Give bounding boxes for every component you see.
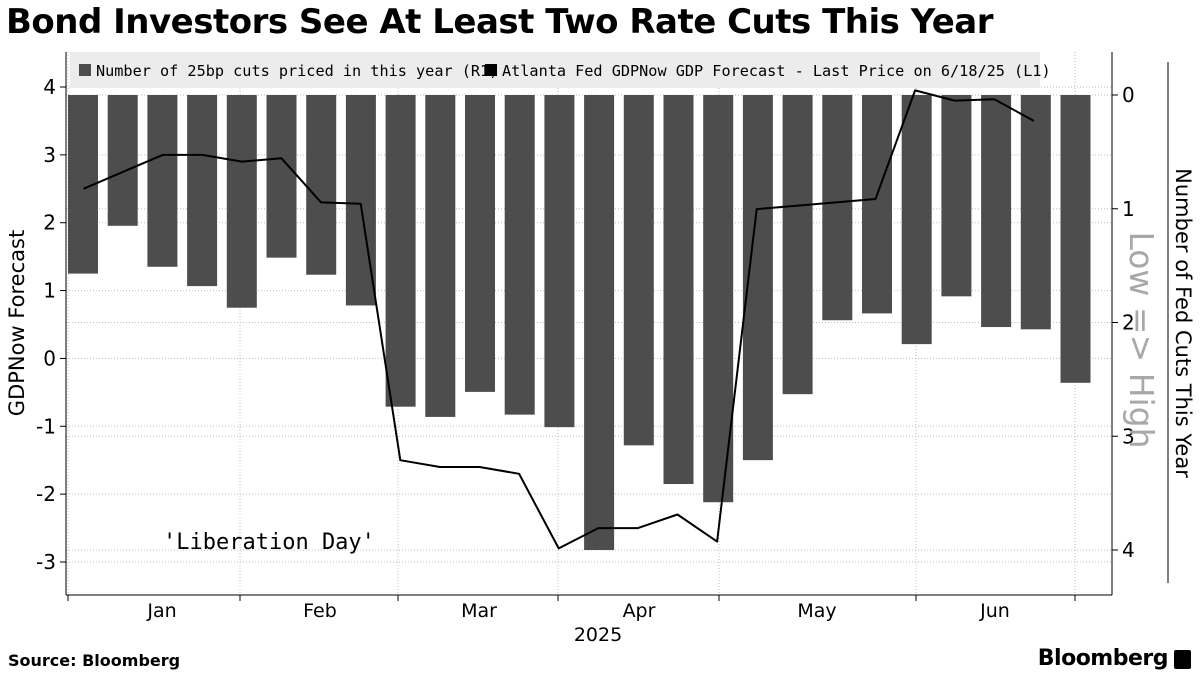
y-axis-right-title: Number of Fed Cuts This Year	[1171, 168, 1195, 478]
left-tick-label: 0	[43, 346, 56, 370]
bar	[266, 95, 297, 258]
right-tick-label: 1	[1122, 197, 1135, 221]
text-layer: GDPNow Forecast Number of Fed Cuts This Y…	[5, 168, 1195, 555]
bar	[504, 95, 535, 415]
right-tick-label: 4	[1122, 538, 1135, 562]
axes-layer: 4 3 2 1 0 -1 -2 -3 0 1 2 3 4 Jan Feb Mar Apr May Jun 2025	[36, 52, 1169, 646]
right-axis-note: Low => High	[1122, 231, 1161, 448]
legend-background	[70, 52, 1040, 88]
bar	[981, 95, 1012, 328]
left-tick-label: 2	[43, 211, 56, 235]
left-tick-label: -3	[36, 550, 56, 574]
chart-title: Bond Investors See At Least Two Rate Cut…	[6, 2, 993, 42]
bar	[663, 95, 694, 485]
y-axis-left-title: GDPNow Forecast	[5, 230, 29, 416]
bar	[1020, 95, 1051, 330]
bar	[107, 95, 138, 226]
x-year-label: 2025	[574, 624, 622, 646]
legend-label: Number of 25bp cuts priced in this year …	[96, 62, 498, 80]
left-tick-label: 1	[43, 279, 56, 303]
bar	[862, 95, 892, 314]
bloomberg-logo-icon	[1174, 650, 1191, 669]
bar	[306, 95, 337, 275]
left-tick-label: -2	[36, 482, 56, 506]
bar	[742, 95, 773, 461]
left-tick-label: 3	[43, 143, 56, 167]
bar	[584, 95, 615, 550]
x-tick-label: Mar	[461, 600, 497, 622]
legend: Number of 25bp cuts priced in this year …	[70, 52, 1051, 88]
bar	[941, 95, 972, 297]
bar	[782, 95, 813, 395]
bar	[1060, 95, 1091, 383]
bar	[187, 95, 218, 287]
line-layer	[83, 89, 1035, 550]
right-tick-label: 2	[1122, 311, 1135, 335]
legend-swatch-bar	[79, 64, 91, 76]
bloomberg-logo: Bloomberg	[1037, 646, 1169, 671]
legend-label: Atlanta Fed GDPNow GDP Forecast - Last P…	[502, 62, 1051, 80]
left-tick-label: -1	[36, 414, 56, 438]
x-tick-label: Feb	[303, 600, 337, 622]
x-tick-label: Apr	[623, 600, 656, 622]
bar	[226, 95, 257, 308]
bar	[385, 95, 416, 407]
left-tick-label: 4	[43, 75, 56, 99]
x-tick-label: Jun	[979, 600, 1010, 622]
bar	[425, 95, 456, 417]
bar	[465, 95, 495, 392]
bar	[623, 95, 654, 446]
bar	[544, 95, 575, 428]
bar	[901, 95, 932, 345]
bar	[147, 95, 178, 267]
bar	[822, 95, 853, 321]
legend-swatch-line	[485, 64, 497, 76]
bar	[703, 95, 734, 503]
right-tick-label: 3	[1122, 424, 1135, 448]
x-tick-label: May	[797, 600, 836, 622]
gdpnow-line	[83, 89, 1035, 550]
right-tick-label: 0	[1122, 83, 1135, 107]
source-note: Source: Bloomberg	[8, 651, 181, 670]
annotation-liberation-day: 'Liberation Day'	[163, 530, 375, 555]
x-tick-label: Jan	[146, 600, 176, 622]
